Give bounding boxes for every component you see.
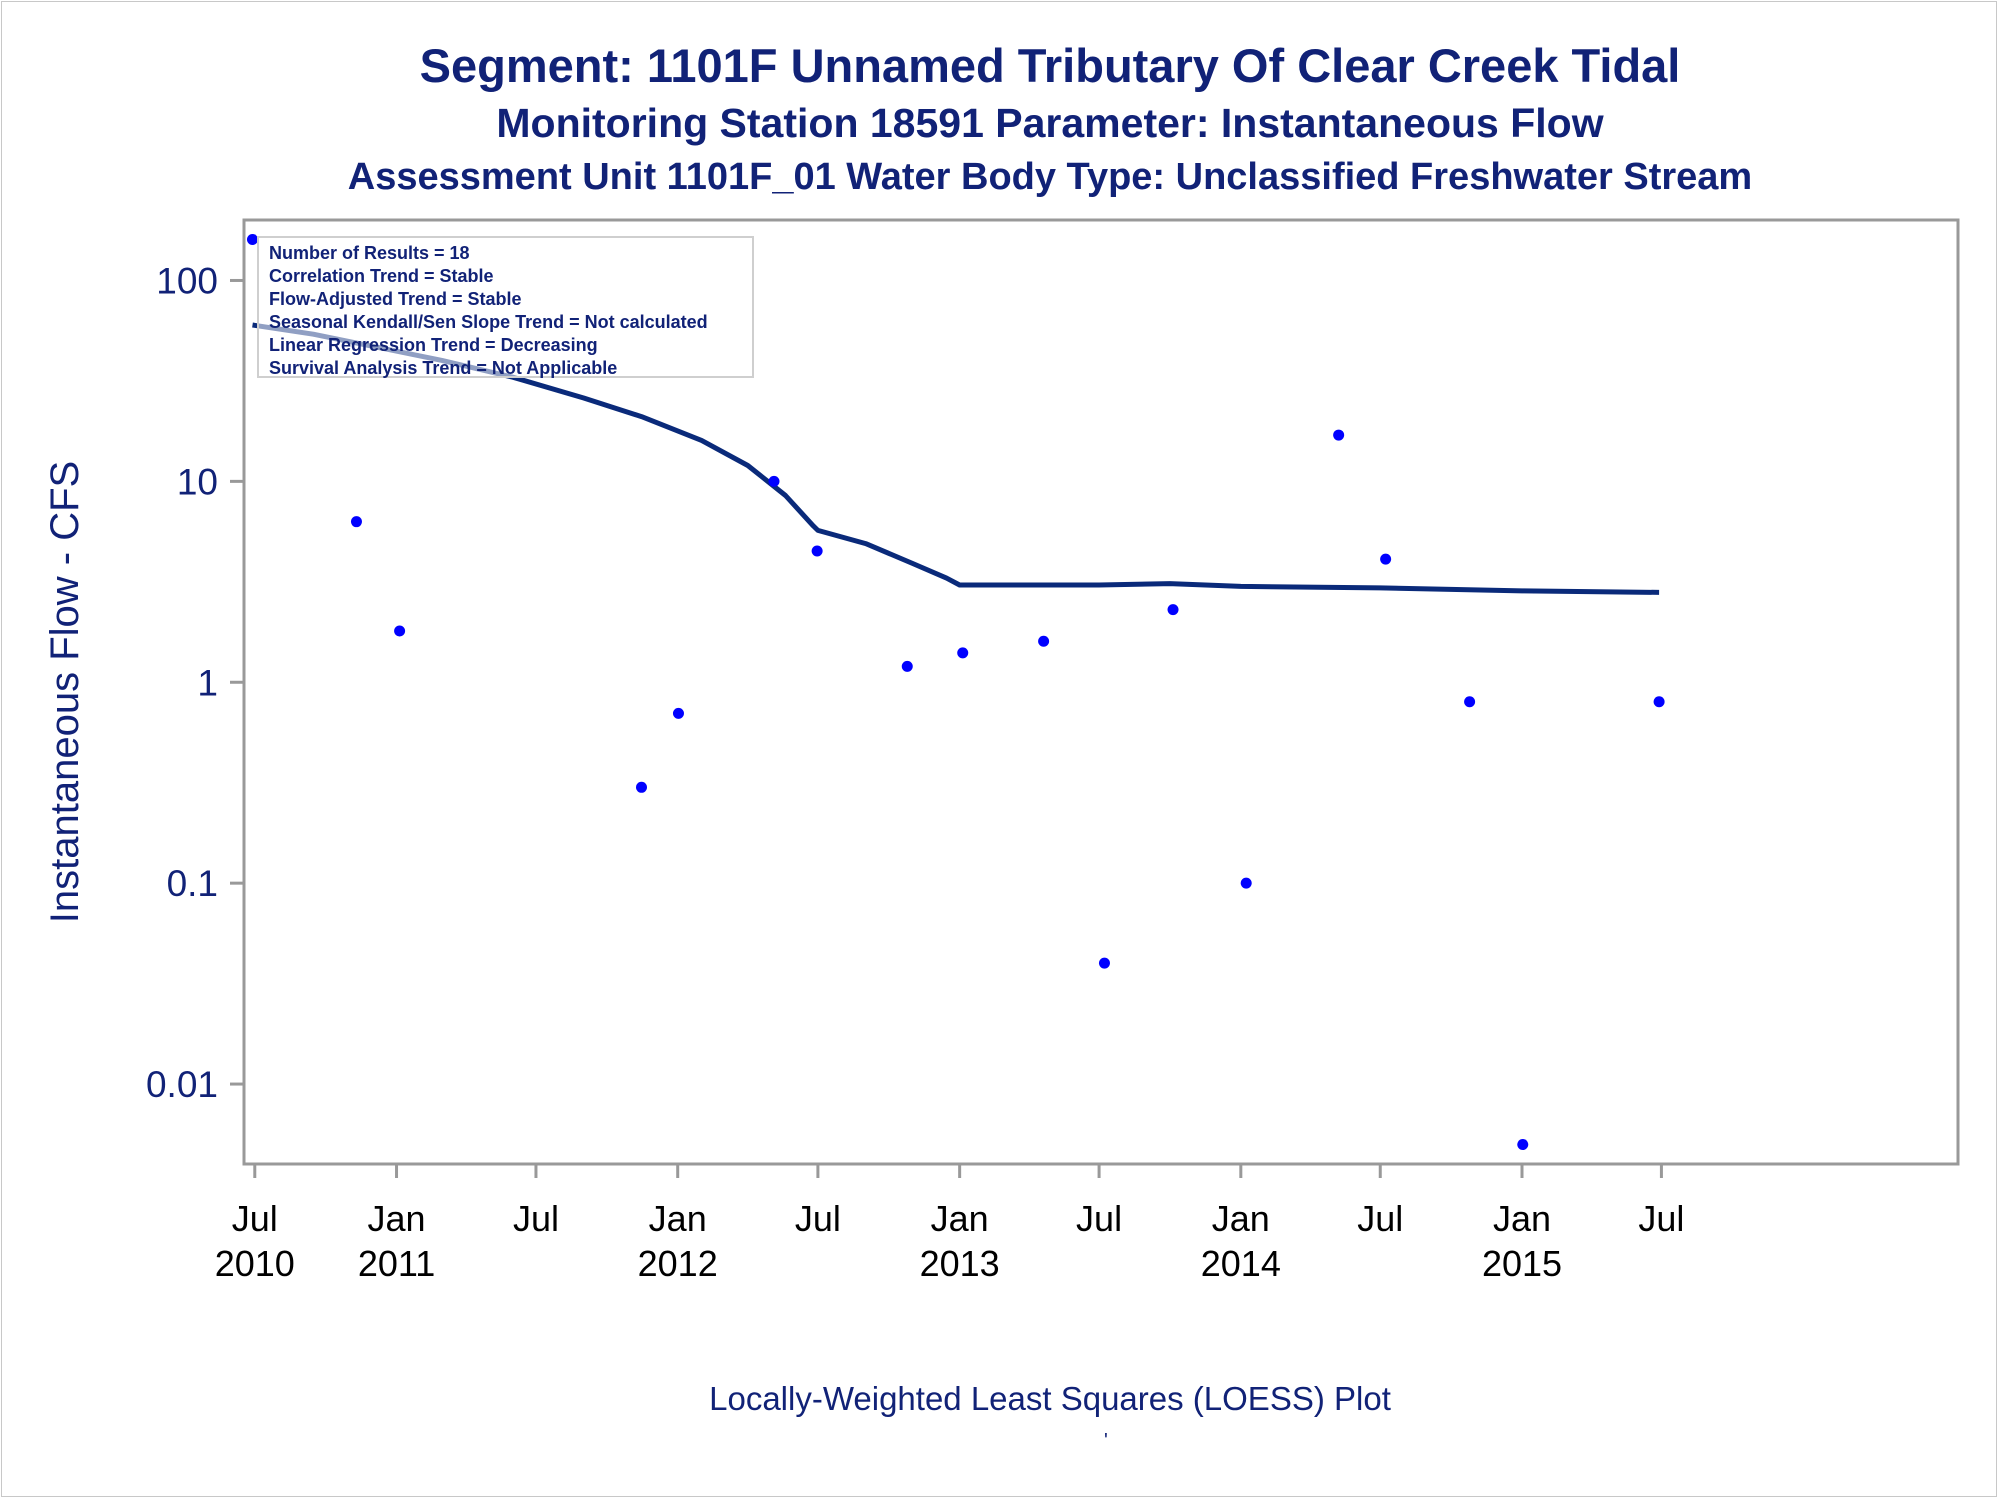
stat-number-of-results: Number of Results = 18: [269, 243, 470, 263]
stat-correlation-trend: Correlation Trend = Stable: [269, 266, 494, 286]
x-tick-label-month: Jan: [1212, 1198, 1270, 1239]
stat-flow-adjusted-trend: Flow-Adjusted Trend = Stable: [269, 289, 522, 309]
x-tick-label-month: Jul: [1357, 1198, 1403, 1239]
x-tick-label-month: Jan: [931, 1198, 989, 1239]
y-tick-label: 10: [177, 461, 218, 502]
y-tick-label: 100: [156, 260, 218, 301]
stat-linear-regression-trend: Linear Regression Trend = Decreasing: [269, 335, 598, 355]
x-tick-label-year: 2015: [1482, 1243, 1562, 1284]
x-tick-label-month: Jan: [1493, 1198, 1551, 1239]
y-axis-label: Instantaneous Flow - CFS: [43, 461, 87, 923]
x-tick-label-year: 2014: [1201, 1243, 1281, 1284]
data-point: [1167, 604, 1179, 616]
chart-subtitle: Monitoring Station 18591 Parameter: Inst…: [496, 100, 1604, 146]
plot-footnote: Locally-Weighted Least Squares (LOESS) P…: [709, 1380, 1391, 1417]
chart-title: Segment: 1101F Unnamed Tributary Of Clea…: [419, 39, 1681, 92]
x-tick-label-year: 2010: [215, 1243, 295, 1284]
stat-seasonal-kendall-trend: Seasonal Kendall/Sen Slope Trend = Not c…: [269, 312, 708, 332]
x-tick-label-year: 2013: [920, 1243, 1000, 1284]
data-point: [672, 707, 684, 719]
data-point: [768, 475, 780, 487]
x-tick-label-month: Jan: [368, 1198, 426, 1239]
y-axis: 0.01 0.1 1 10 100: [146, 260, 244, 1105]
data-point: [901, 660, 913, 672]
data-point: [1653, 696, 1665, 708]
x-tick-label-month: Jul: [1638, 1198, 1684, 1239]
data-point: [1464, 696, 1476, 708]
data-point: [811, 545, 823, 557]
plot-area: [242, 218, 1960, 1166]
footnote-mark: ': [1104, 1430, 1108, 1452]
data-points: [246, 233, 1665, 1151]
x-tick-label-month: Jul: [1076, 1198, 1122, 1239]
data-point: [1240, 877, 1252, 889]
data-point: [635, 781, 647, 793]
data-point: [1517, 1139, 1529, 1151]
chart-subtitle-2: Assessment Unit 1101F_01 Water Body Type…: [347, 156, 1753, 198]
x-tick-label-year: 2012: [638, 1243, 718, 1284]
data-point: [246, 233, 258, 245]
data-point: [1038, 635, 1050, 647]
y-tick-label: 0.01: [146, 1064, 218, 1105]
y-tick-label: 0.1: [167, 863, 218, 904]
x-tick-label-month: Jul: [232, 1198, 278, 1239]
x-tick-label-month: Jul: [513, 1198, 559, 1239]
data-point: [1333, 429, 1345, 441]
y-tick-label: 1: [197, 662, 218, 703]
data-point: [394, 625, 406, 637]
x-tick-label-month: Jan: [649, 1198, 707, 1239]
data-point: [957, 647, 969, 659]
x-tick-label-year: 2011: [358, 1243, 435, 1284]
trend-statistics-box: Number of Results = 18 Correlation Trend…: [257, 236, 754, 378]
stat-survival-analysis-trend: Survival Analysis Trend = Not Applicable: [269, 358, 618, 378]
x-tick-label-month: Jul: [795, 1198, 841, 1239]
data-point: [1380, 553, 1392, 565]
data-point: [1098, 957, 1110, 969]
data-point: [350, 516, 362, 528]
